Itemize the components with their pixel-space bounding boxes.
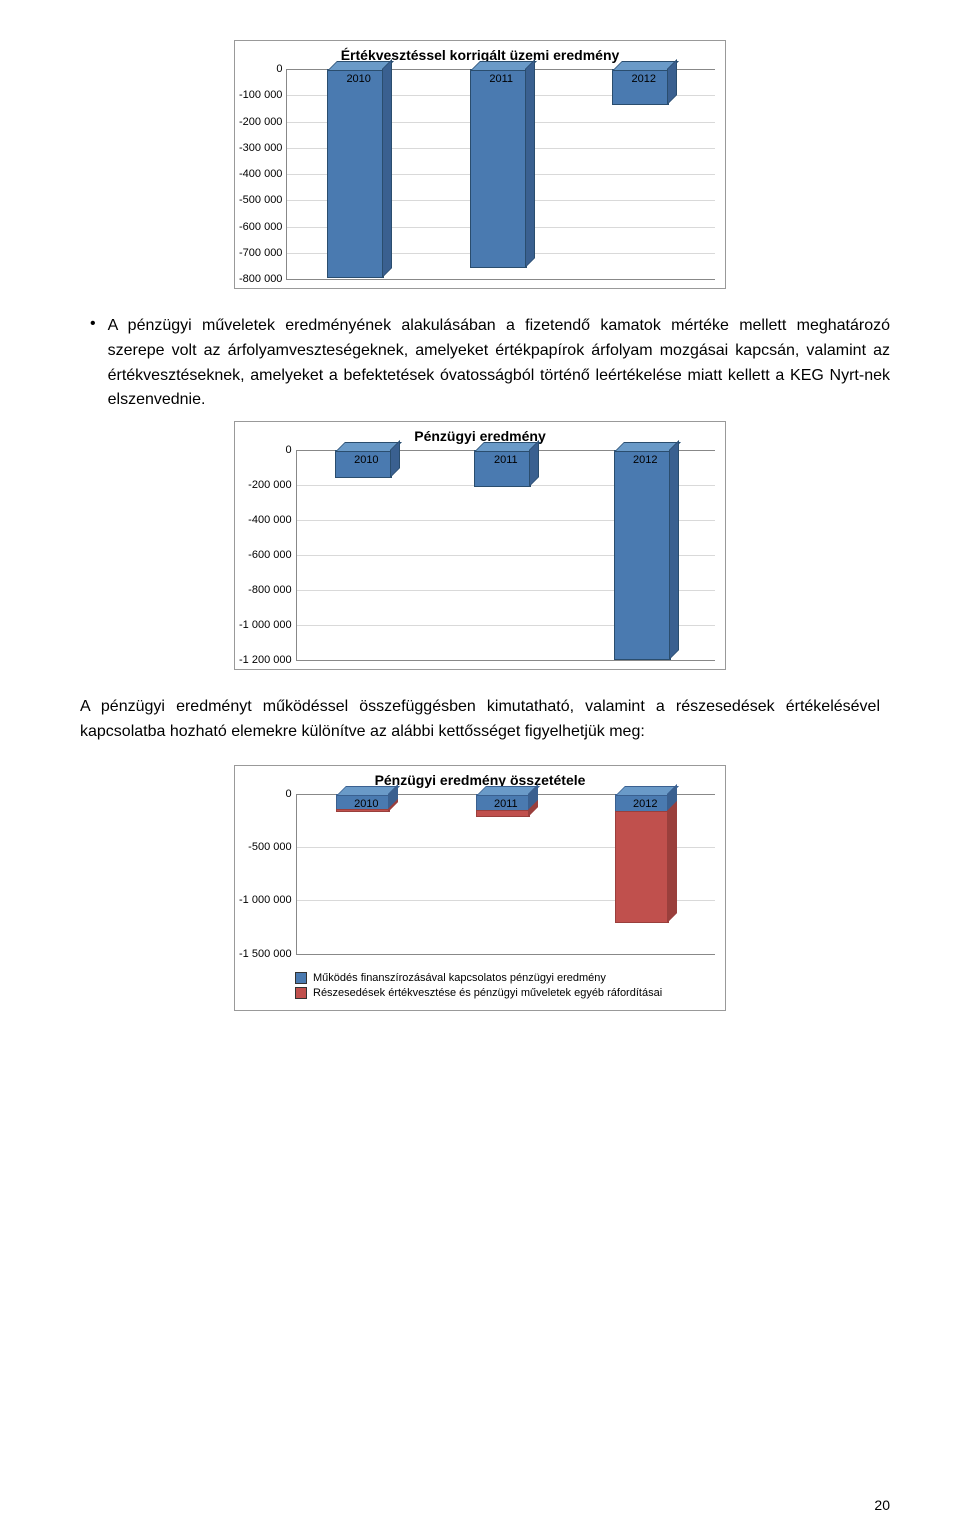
bar-segment [476, 810, 536, 815]
bar-segment [615, 811, 675, 921]
legend-swatch [295, 972, 307, 984]
x-label: 2012 [605, 798, 685, 810]
x-label: 2010 [325, 454, 408, 466]
legend-swatch [295, 987, 307, 999]
bullet-paragraph-1: • A pénzügyi műveletek eredményének alak… [90, 314, 890, 413]
bar [327, 69, 390, 276]
legend-label: Működés finanszírozásával kapcsolatos pé… [313, 972, 606, 984]
x-label: 2011 [460, 73, 543, 85]
x-label: 2011 [466, 798, 546, 810]
legend-label: Részesedések értékvesztése és pénzügyi m… [313, 987, 662, 999]
bullet-icon: • [90, 314, 96, 333]
x-label: 2011 [464, 454, 547, 466]
x-label: 2010 [326, 798, 406, 810]
x-label: 2012 [602, 73, 685, 85]
chart-penzugyi-eredmeny: Pénzügyi eredmény0-200 000-400 000-600 0… [234, 421, 726, 670]
paragraph-2: A pénzügyi eredményt működéssel összefüg… [80, 695, 880, 745]
x-label: 2012 [604, 454, 687, 466]
legend-item: Működés finanszírozásával kapcsolatos pé… [295, 972, 725, 984]
page-number: 20 [874, 1497, 890, 1513]
bar [614, 450, 677, 658]
chart-uzemi-eredmeny: Értékvesztéssel korrigált üzemi eredmény… [234, 40, 726, 289]
chart-penzugyi-osszetetel: Pénzügyi eredmény összetétele0-500 000-1… [234, 765, 726, 1011]
legend: Működés finanszírozásával kapcsolatos pé… [235, 963, 725, 1010]
x-label: 2010 [317, 73, 400, 85]
bar [470, 69, 533, 266]
legend-item: Részesedések értékvesztése és pénzügyi m… [295, 987, 725, 999]
paragraph-1: A pénzügyi műveletek eredményének alakul… [108, 314, 890, 413]
